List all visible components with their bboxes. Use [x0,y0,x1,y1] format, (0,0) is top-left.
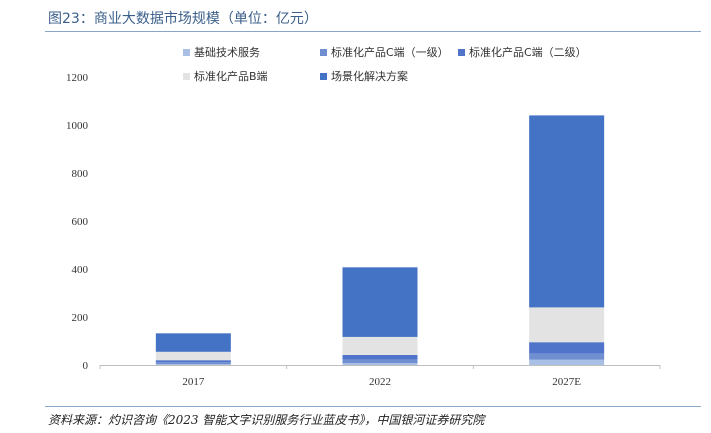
y-tick-label: 1000 [66,120,89,132]
bar-segment [529,307,605,343]
bar-segment [155,364,231,365]
bar-segment [342,363,418,365]
bar-segment [342,359,418,364]
bars [155,115,605,365]
x-tick-label: 2027E [552,376,581,388]
y-axis: 0 200 400 600 800 1000 1200 [66,72,89,372]
y-tick-label: 400 [72,264,89,276]
bar-segment [529,359,605,365]
bar-segment [529,115,605,308]
chart-title: 图23：商业大数据市场规模（单位：亿元） [48,11,318,27]
x-tick-label: 2022 [369,376,391,388]
bar-segment [529,353,605,360]
legend-swatch [458,49,465,56]
y-tick-label: 0 [83,360,89,372]
x-tick-label: 2017 [182,376,205,388]
legend-swatch [320,73,327,80]
title-rule [45,31,701,32]
legend-label: 基础技术服务 [194,46,260,59]
source-rule [45,406,701,407]
legend-label: 标准化产品C端（一级） [331,45,449,59]
bar-segment [155,351,231,361]
legend-label: 标准化产品B端 [194,69,268,83]
legend-swatch [320,49,327,56]
legend-label: 标准化产品C端（二级） [469,45,587,59]
bar-segment [342,354,418,360]
bar-segment [155,362,231,365]
bar-segment [155,333,231,352]
bar-segment [155,360,231,363]
bar-segment [342,336,418,355]
y-tick-label: 800 [72,168,89,180]
legend-label: 场景化解决方案 [331,69,408,83]
bar-segment [342,267,418,337]
source-note: 资料来源：灼识咨询《2023 智能文字识别服务行业蓝皮书》，中国银河证券研究院 [48,413,485,427]
y-tick-label: 600 [72,216,89,228]
y-tick-label: 200 [72,312,89,324]
y-tick-label: 1200 [66,72,89,84]
legend: 基础技术服务 标准化产品C端（一级） 标准化产品C端（二级） 标准化产品B端 场景化解决… [183,45,587,83]
x-axis: 2017 2022 2027E [99,365,661,388]
bar-segment [529,342,605,354]
legend-swatch [183,73,190,80]
legend-swatch [183,49,190,56]
